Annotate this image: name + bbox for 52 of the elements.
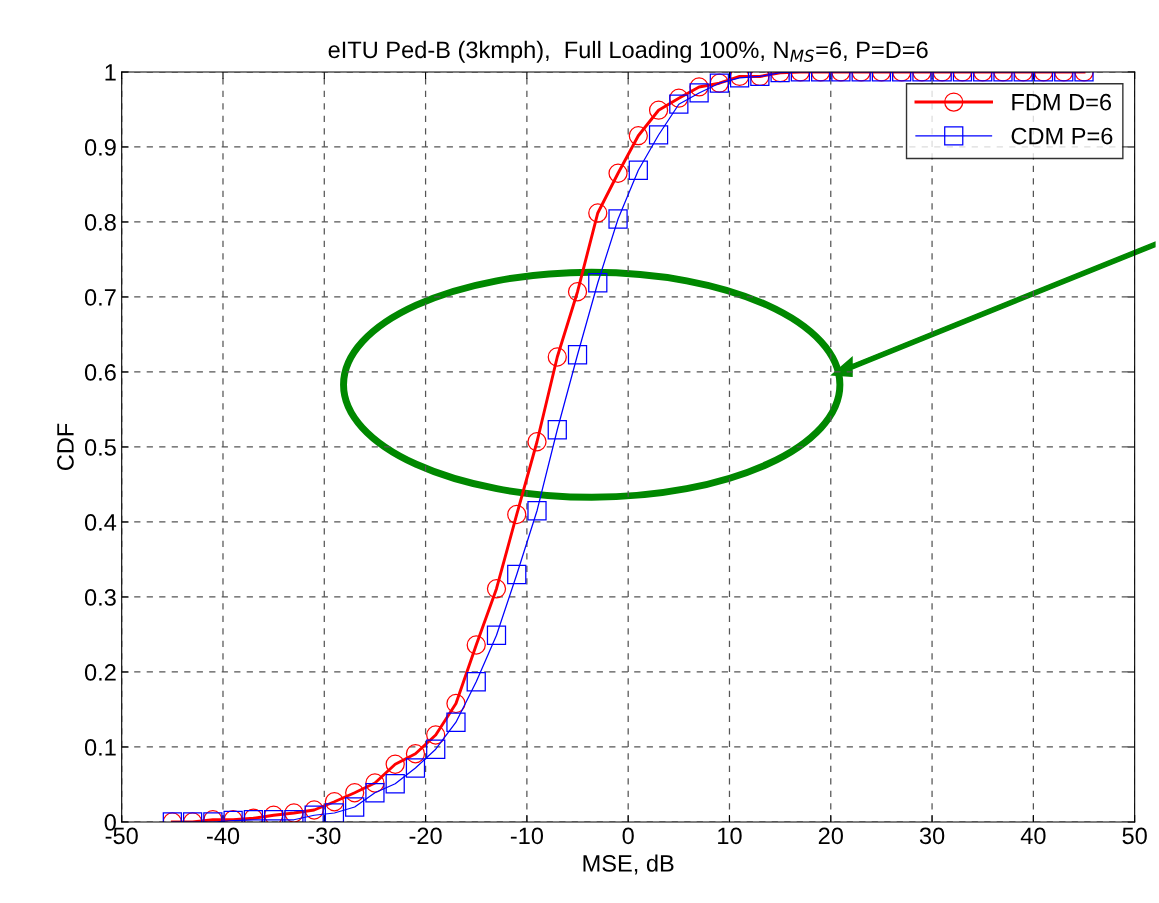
y-tick-label: 1 bbox=[105, 64, 116, 81]
x-tick-label: 0 bbox=[622, 827, 634, 845]
point bbox=[345, 797, 365, 817]
y-tick-label: 0.9 bbox=[84, 139, 116, 156]
y-tick-label: 0.5 bbox=[84, 439, 116, 456]
x-tick-label: -20 bbox=[409, 827, 442, 845]
x-tick-label: 50 bbox=[1122, 827, 1147, 845]
legend-label: FDM D=6 bbox=[1012, 93, 1112, 111]
x-tick-label: -40 bbox=[206, 827, 240, 845]
y-tick-label: 0.6 bbox=[84, 364, 116, 381]
point bbox=[486, 579, 507, 599]
point bbox=[365, 773, 385, 793]
point bbox=[345, 783, 365, 803]
point bbox=[263, 805, 284, 822]
point bbox=[486, 625, 507, 645]
x-tick-label: 10 bbox=[718, 827, 742, 845]
point bbox=[385, 774, 405, 794]
x-tick-label: -10 bbox=[510, 827, 544, 845]
point bbox=[284, 803, 304, 822]
point bbox=[365, 783, 385, 803]
y-axis-title: CDF bbox=[57, 423, 74, 471]
point bbox=[426, 739, 446, 759]
point bbox=[405, 758, 426, 778]
point bbox=[324, 792, 345, 812]
y-tick-label: 0.2 bbox=[84, 664, 116, 681]
point bbox=[304, 800, 324, 820]
chart-title: eITU Ped-B (3kmph), Full Loading 100%, N$_{MS}$=6, P=D=6 bbox=[328, 40, 928, 63]
point bbox=[507, 564, 527, 585]
point bbox=[385, 754, 405, 774]
legend-label: CDM P=6 bbox=[1011, 127, 1113, 145]
y-tick-label: 0.8 bbox=[84, 214, 116, 231]
x-tick-label: 40 bbox=[1020, 827, 1046, 845]
y-tick-label: 0.4 bbox=[84, 514, 117, 531]
point bbox=[466, 635, 486, 655]
point bbox=[446, 693, 466, 714]
point bbox=[466, 672, 486, 692]
point bbox=[405, 744, 426, 764]
point bbox=[426, 725, 446, 745]
x-tick-label: -30 bbox=[308, 827, 341, 845]
y-tick-label: 0.3 bbox=[84, 589, 116, 606]
point bbox=[547, 420, 567, 440]
y-tick-label: 0.7 bbox=[84, 289, 116, 306]
point bbox=[527, 432, 547, 452]
y-tick-label: 0.1 bbox=[84, 739, 116, 756]
x-tick-label: 30 bbox=[919, 827, 945, 845]
point bbox=[446, 712, 466, 732]
point bbox=[527, 501, 547, 521]
point bbox=[567, 345, 588, 365]
point bbox=[507, 504, 527, 525]
x-axis-title: MSE, dB bbox=[583, 854, 674, 875]
point bbox=[304, 805, 324, 822]
x-tick-label: 20 bbox=[818, 827, 843, 845]
